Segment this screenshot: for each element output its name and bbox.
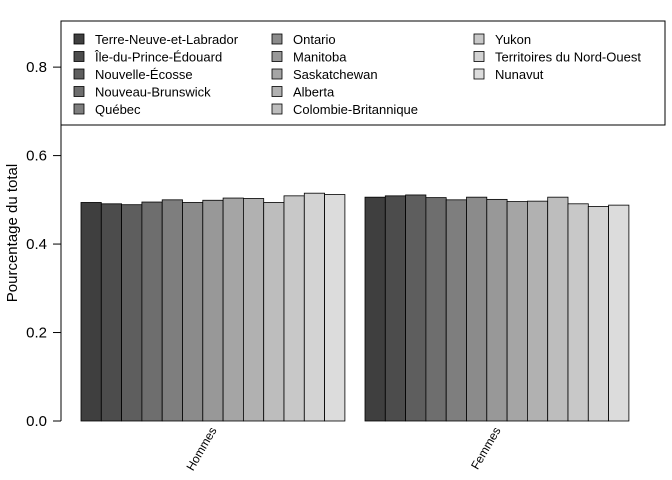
bar [283, 195, 305, 422]
legend-label: Nunavut [495, 67, 544, 82]
bar [527, 200, 549, 422]
bar [567, 203, 589, 422]
bar [100, 203, 123, 422]
y-tick-label: 0.4 [26, 236, 47, 253]
legend-label: Saskatchewan [293, 67, 378, 82]
legend-swatch [271, 33, 283, 45]
legend-label: Territoires du Nord-Ouest [495, 50, 641, 65]
legend-label: Nouveau-Brunswick [95, 85, 211, 100]
legend-label: Île-du-Prince-Édouard [94, 50, 222, 65]
bar [202, 199, 224, 422]
bar [445, 199, 467, 422]
legend-swatch [73, 103, 85, 115]
legend-label: Québec [95, 102, 141, 117]
bar [425, 197, 447, 422]
bar [182, 202, 204, 422]
legend-label: Ontario [293, 32, 336, 47]
bar [466, 196, 488, 422]
bar [384, 195, 406, 422]
bar [324, 194, 346, 422]
bar [242, 198, 265, 422]
bar [486, 198, 508, 422]
legend-swatch [271, 51, 283, 62]
legend-box [60, 20, 666, 126]
bar [121, 204, 143, 422]
bar [141, 201, 163, 422]
bar [364, 196, 386, 422]
legend-label: Terre-Neuve-et-Labrador [95, 32, 239, 47]
legend-swatch [73, 51, 85, 62]
legend-label: Yukon [495, 32, 531, 47]
legend-swatch [271, 103, 283, 115]
legend-label: Nouvelle-Écosse [95, 67, 193, 82]
bar [506, 201, 528, 422]
legend-swatch [473, 68, 485, 80]
legend-swatch [473, 51, 485, 62]
bar [80, 202, 102, 422]
legend: Terre-Neuve-et-Labrador Île-du-Prince-Édo… [60, 20, 666, 126]
bar [222, 197, 244, 422]
y-axis-title: Pourcentage du total [4, 164, 21, 302]
legend-swatch [73, 68, 85, 80]
y-axis: 0.0 0.2 0.4 0.6 0.8 [26, 45, 62, 430]
legend-label: Alberta [293, 85, 335, 100]
bar [587, 206, 609, 422]
legend-swatch [271, 86, 283, 97]
legend-label: Colombie-Britannique [293, 102, 418, 117]
bar [161, 199, 183, 422]
legend-swatch [473, 33, 485, 45]
bar [405, 194, 427, 422]
legend-swatch [73, 86, 85, 97]
x-category-label: Femmes [468, 425, 503, 472]
x-category-labels: Hommes Femmes [183, 425, 503, 474]
legend-label: Manitoba [293, 50, 347, 65]
bar [303, 192, 325, 422]
bar [263, 202, 285, 422]
y-tick-label: 0.2 [26, 325, 47, 342]
x-category-label: Hommes [183, 425, 219, 474]
bars-layer [80, 192, 630, 422]
y-tick-label: 0.0 [26, 413, 47, 430]
y-tick-label: 0.6 [26, 148, 47, 165]
legend-swatch [73, 33, 85, 45]
bar [608, 204, 630, 422]
y-tick-label: 0.8 [26, 59, 47, 76]
bar [547, 196, 569, 422]
legend-swatch [271, 68, 283, 80]
